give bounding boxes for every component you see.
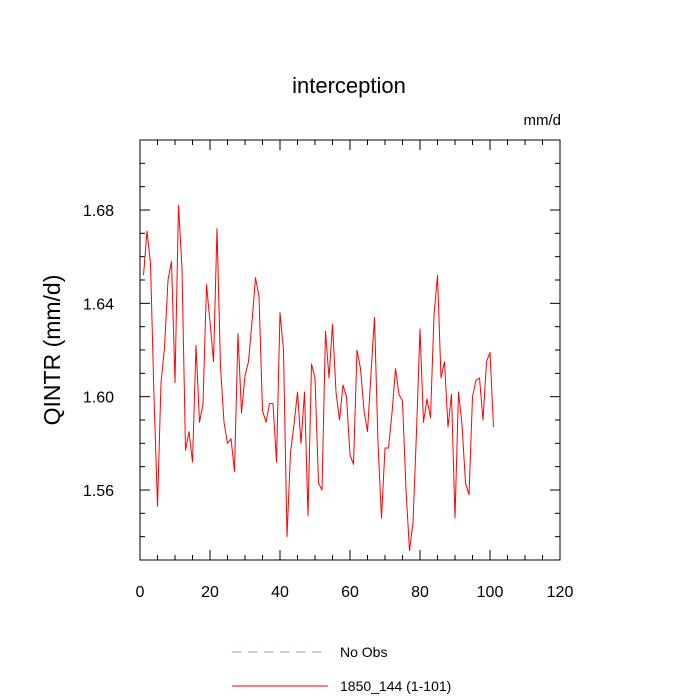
y-tick-label: 1.64 bbox=[83, 296, 114, 313]
units-label: mm/d bbox=[524, 112, 562, 129]
chart-title: interception bbox=[292, 73, 406, 98]
x-tick-label: 100 bbox=[477, 584, 504, 601]
axis-ticks bbox=[139, 139, 561, 561]
series-line bbox=[143, 204, 494, 552]
y-tick-label: 1.68 bbox=[83, 203, 114, 220]
tick-labels: 0 20 40 60 80 100 120 1.56 1.60 1.64 1.68 bbox=[83, 203, 574, 601]
x-tick-label: 80 bbox=[411, 584, 429, 601]
legend-label-1850-144: 1850_144 (1-101) bbox=[340, 678, 451, 694]
plot-frame bbox=[139, 139, 561, 561]
legend-label-no-obs: No Obs bbox=[340, 644, 387, 660]
x-tick-label: 120 bbox=[547, 584, 574, 601]
x-tick-label: 20 bbox=[201, 584, 219, 601]
y-axis-label: QINTR (mm/d) bbox=[39, 275, 65, 426]
y-tick-label: 1.56 bbox=[83, 483, 114, 500]
series-group bbox=[143, 204, 494, 552]
x-tick-label: 60 bbox=[341, 584, 359, 601]
x-tick-label: 0 bbox=[136, 584, 145, 601]
x-tick-label: 40 bbox=[271, 584, 289, 601]
legend: No Obs 1850_144 (1-101) bbox=[232, 644, 451, 694]
y-tick-label: 1.60 bbox=[83, 390, 114, 407]
